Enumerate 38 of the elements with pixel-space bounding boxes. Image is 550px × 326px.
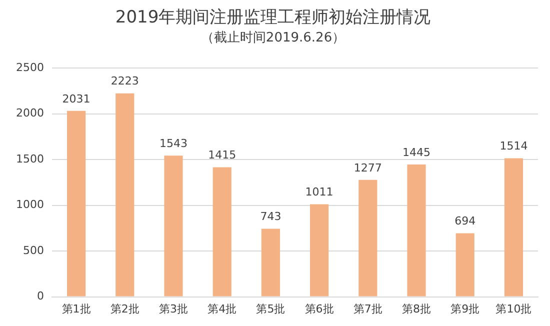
x-tick-label: 第8批: [402, 302, 431, 316]
x-tick-label: 第4批: [208, 302, 237, 316]
x-tick-label: 第1批: [62, 302, 91, 316]
data-label: 1277: [354, 161, 382, 174]
x-tick-label: 第3批: [158, 302, 188, 316]
data-label: 1445: [402, 146, 430, 159]
bar: [67, 110, 86, 296]
bar: [456, 233, 474, 296]
bar: [310, 204, 329, 296]
bar: [407, 164, 426, 296]
chart-subtitle: （截止时间2019.6.26）: [200, 30, 346, 46]
x-tick-label: 第7批: [353, 302, 382, 316]
x-tick-label: 第6批: [304, 302, 334, 316]
bar: [164, 156, 183, 296]
bar: [212, 167, 232, 296]
y-tick-label: 0: [36, 290, 44, 303]
y-tick-label: 1000: [16, 198, 44, 212]
data-label: 1415: [208, 148, 236, 162]
x-tick-label: 第2批: [110, 302, 140, 316]
y-tick-label: 1500: [16, 152, 44, 166]
data-label: 1011: [305, 186, 334, 199]
x-tick-label: 第10批: [496, 302, 532, 316]
data-label: 2031: [62, 92, 90, 106]
bar: [261, 228, 280, 296]
chart-title: 2019年期间注册监理工程师初始注册情况: [115, 8, 431, 28]
y-tick-label: 500: [22, 244, 44, 257]
y-tick-label: 2000: [16, 106, 44, 120]
data-label: 1543: [159, 136, 188, 150]
data-label: 2223: [110, 74, 139, 88]
y-tick-label: 2500: [16, 60, 44, 74]
data-label: 1514: [500, 140, 528, 153]
data-label: 694: [454, 214, 476, 228]
x-tick-label: 第9批: [450, 302, 480, 316]
bar: [116, 93, 134, 296]
data-label: 743: [260, 210, 282, 224]
bar: [504, 158, 523, 296]
bar: [358, 180, 378, 296]
x-tick-label: 第5批: [256, 302, 286, 316]
